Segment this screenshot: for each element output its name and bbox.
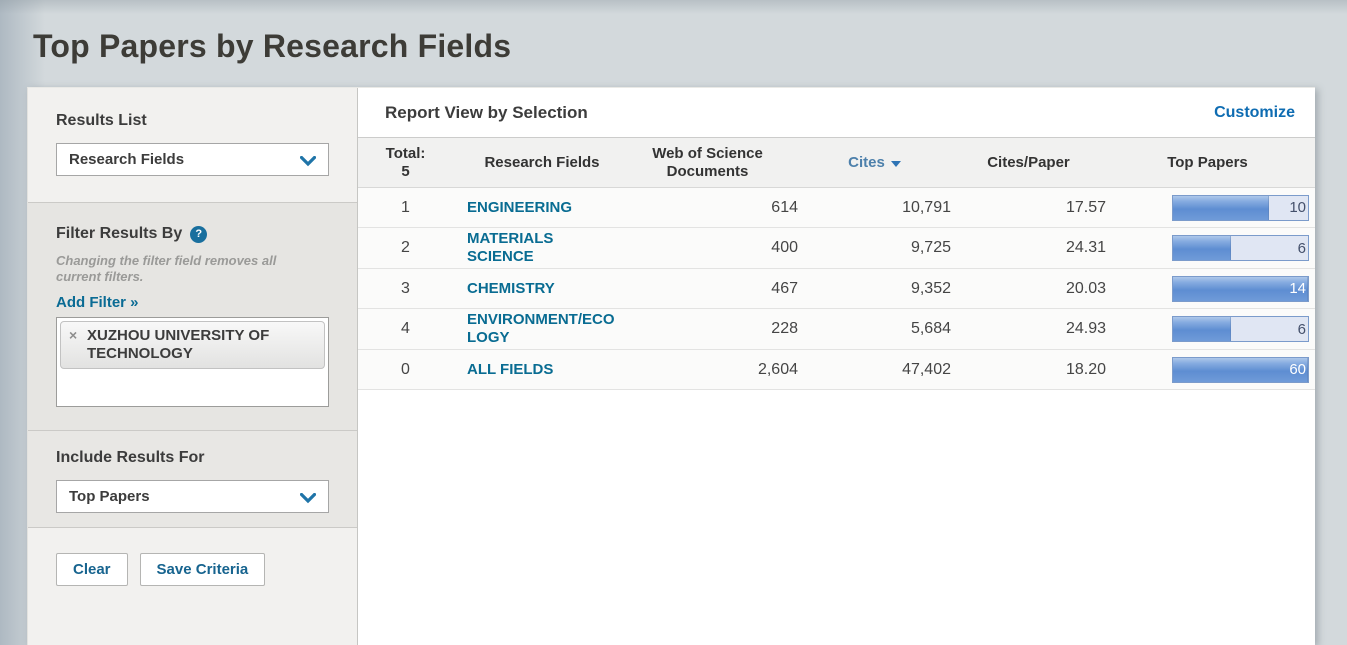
row-cites: 47,402 <box>902 360 951 378</box>
top-papers-bar: 14 <box>1172 275 1309 302</box>
row-field-cell: ENGINEERING <box>467 199 617 217</box>
row-cites-per-paper: 18.20 <box>1065 360 1106 378</box>
row-cites: 5,684 <box>910 320 951 337</box>
row-field-cell: MATERIALS SCIENCE <box>467 230 617 266</box>
top-papers-bar: 60 <box>1172 356 1309 383</box>
bar-fill <box>1173 195 1269 220</box>
customize-link[interactable]: Customize <box>1214 103 1295 121</box>
bar-value-label: 14 <box>1289 280 1306 297</box>
table-row: 1 ENGINEERING 614 10,791 17.57 10 <box>358 188 1315 228</box>
include-results-select[interactable]: Top Papers <box>56 480 329 513</box>
row-rank: 1 <box>401 198 410 216</box>
research-field-link[interactable]: ALL FIELDS <box>467 360 554 378</box>
report-title: Report View by Selection <box>385 102 588 122</box>
row-rank: 2 <box>401 239 410 256</box>
column-header-cites-per-paper: Cites/Paper <box>987 153 1070 171</box>
chevron-down-icon <box>299 154 317 167</box>
filter-tag: × XUZHOU UNIVERSITY OF TECHNOLOGY <box>60 320 325 369</box>
column-header-top-papers: Top Papers <box>1167 153 1248 171</box>
results-list-label: Results List <box>56 112 147 129</box>
row-field-cell: ALL FIELDS <box>467 361 617 379</box>
sidebar: Results List Research Fields Filter Resu… <box>28 88 358 645</box>
save-criteria-button[interactable]: Save Criteria <box>139 553 266 586</box>
bar-fill <box>1173 236 1232 260</box>
add-filter-link[interactable]: Add Filter » <box>56 293 139 311</box>
row-cites: 9,352 <box>910 279 951 297</box>
row-field-cell: ENVIRONMENT/ECOLOGY <box>467 311 617 347</box>
research-field-link[interactable]: CHEMISTRY <box>467 279 555 297</box>
column-header-cites[interactable]: Cites <box>798 154 951 171</box>
row-cites: 10,791 <box>902 198 951 216</box>
column-header-total: Total: 5 <box>385 144 426 180</box>
table-row: 0 ALL FIELDS 2,604 47,402 18.20 60 <box>358 350 1315 390</box>
row-top-papers-cell: 60 <box>1106 356 1315 383</box>
row-cites-per-paper: 24.93 <box>1065 320 1106 337</box>
results-list-selected-value: Research Fields <box>69 151 185 168</box>
row-top-papers-cell: 14 <box>1106 275 1315 302</box>
results-list-select[interactable]: Research Fields <box>56 143 329 176</box>
row-field-cell: CHEMISTRY <box>467 280 617 298</box>
report-table-rows: 1 ENGINEERING 614 10,791 17.57 10 2 MATERIALS S… <box>358 188 1315 645</box>
row-top-papers-cell: 6 <box>1106 235 1315 261</box>
table-row: 4 ENVIRONMENT/ECOLOGY 228 5,684 24.93 6 <box>358 309 1315 350</box>
top-papers-bar: 6 <box>1172 235 1309 261</box>
include-results-selected-value: Top Papers <box>69 488 150 505</box>
row-rank: 3 <box>401 279 410 297</box>
include-results-section: Include Results For Top Papers <box>28 431 357 528</box>
row-cites-per-paper: 20.03 <box>1065 279 1106 297</box>
row-top-papers-cell: 6 <box>1106 316 1315 342</box>
chevron-down-icon <box>299 491 317 504</box>
actions-section: Clear Save Criteria <box>28 528 357 645</box>
row-documents: 228 <box>771 320 798 337</box>
help-icon[interactable]: ? <box>190 225 208 243</box>
filter-results-by-label: Filter Results By <box>56 225 183 242</box>
bar-value-label: 60 <box>1289 361 1306 378</box>
content-panel: Results List Research Fields Filter Resu… <box>27 87 1315 645</box>
filter-note: Changing the filter field removes all cu… <box>56 253 277 285</box>
research-field-link[interactable]: ENVIRONMENT/ECOLOGY <box>467 311 615 346</box>
row-documents: 2,604 <box>757 360 798 378</box>
bar-value-label: 6 <box>1297 239 1306 257</box>
report-panel: Report View by Selection Customize Total… <box>358 88 1315 645</box>
row-cites-per-paper: 24.31 <box>1065 239 1106 256</box>
page-title: Top Papers by Research Fields <box>33 28 512 64</box>
research-field-link[interactable]: ENGINEERING <box>467 198 573 216</box>
table-header-row: Total: 5 Research Fields Web of Science … <box>358 138 1315 188</box>
column-header-research-fields: Research Fields <box>484 153 600 171</box>
table-row: 2 MATERIALS SCIENCE 400 9,725 24.31 6 <box>358 228 1315 269</box>
bar-value-label: 10 <box>1289 199 1306 216</box>
filter-tag-label: XUZHOU UNIVERSITY OF TECHNOLOGY <box>87 326 270 362</box>
row-cites: 9,725 <box>910 239 951 256</box>
row-rank: 0 <box>401 360 410 378</box>
report-header: Report View by Selection Customize <box>358 88 1315 138</box>
row-cites-per-paper: 17.57 <box>1065 198 1106 216</box>
top-papers-bar: 10 <box>1172 194 1309 221</box>
results-list-section: Results List Research Fields <box>28 88 357 203</box>
table-row: 3 CHEMISTRY 467 9,352 20.03 14 <box>358 269 1315 309</box>
bar-fill <box>1173 357 1308 382</box>
remove-filter-icon[interactable]: × <box>69 326 78 343</box>
research-field-link[interactable]: MATERIALS SCIENCE <box>467 230 554 265</box>
row-documents: 400 <box>771 239 798 256</box>
bar-fill <box>1173 317 1232 341</box>
column-header-wos-documents: Web of Science Documents <box>652 144 763 180</box>
filter-section: Filter Results By ? Changing the filter … <box>28 203 357 431</box>
row-top-papers-cell: 10 <box>1106 194 1315 221</box>
row-documents: 614 <box>771 198 798 216</box>
sort-descending-icon <box>890 160 901 167</box>
bar-value-label: 6 <box>1297 320 1306 338</box>
bar-fill <box>1173 276 1308 301</box>
row-documents: 467 <box>771 279 798 297</box>
include-results-label: Include Results For <box>56 449 205 466</box>
clear-button[interactable]: Clear <box>56 553 128 586</box>
top-papers-bar: 6 <box>1172 316 1309 342</box>
active-filters-box: × XUZHOU UNIVERSITY OF TECHNOLOGY <box>56 316 329 407</box>
row-rank: 4 <box>401 320 410 337</box>
